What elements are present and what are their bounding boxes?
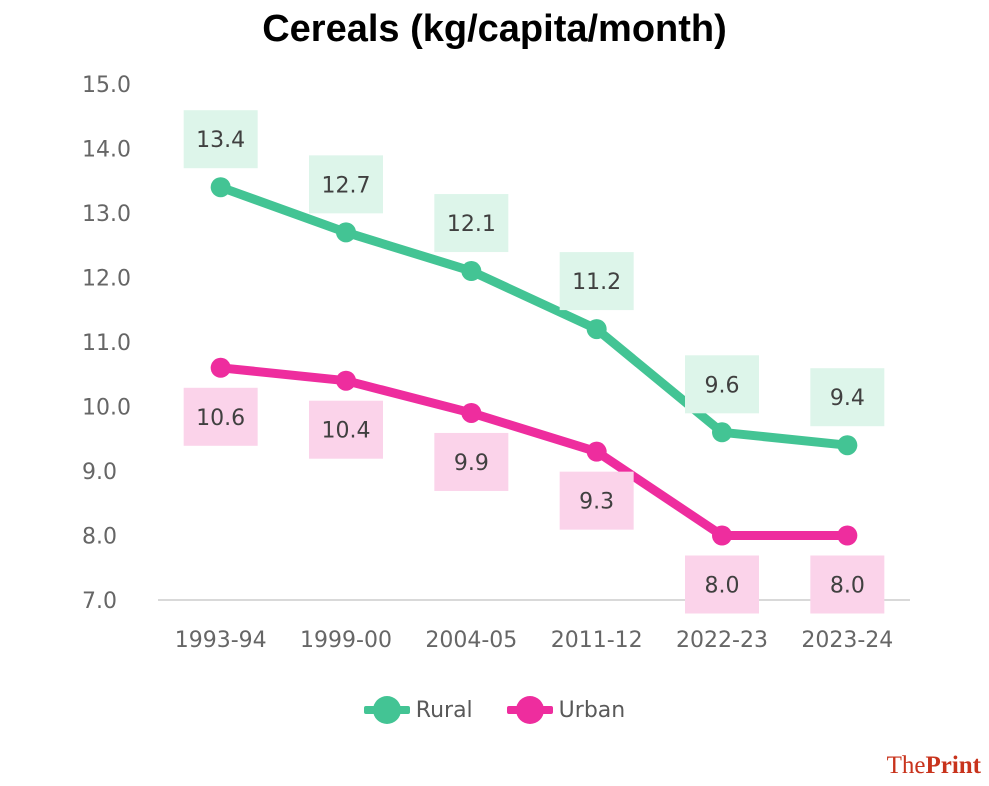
data-label-box — [183, 387, 258, 446]
rural-marker-icon — [363, 696, 410, 724]
data-point-rural[interactable] — [210, 177, 231, 198]
data-label-text: 13.4 — [196, 128, 245, 153]
data-label-box — [559, 471, 634, 530]
data-label-urban: 9.9 — [434, 432, 509, 491]
y-tick-label: 10.0 — [82, 396, 131, 421]
y-tick-label: 8.0 — [82, 525, 117, 550]
data-label-text: 11.2 — [572, 270, 621, 295]
legend-label-rural: Rural — [415, 697, 473, 723]
data-label-box — [810, 555, 885, 614]
data-label-urban: 8.0 — [810, 555, 885, 614]
legend-label-urban: Urban — [558, 697, 626, 723]
data-label-box — [183, 110, 258, 169]
data-label-text: 10.4 — [322, 419, 371, 444]
data-label-rural: 9.4 — [810, 368, 885, 427]
data-label-text: 10.6 — [196, 406, 245, 431]
data-label-text: 12.7 — [322, 173, 371, 198]
x-tick-label: 2023-24 — [801, 628, 893, 653]
data-point-rural[interactable] — [586, 319, 607, 340]
legend-item-rural[interactable]: Rural — [363, 696, 473, 724]
data-point-urban[interactable] — [210, 357, 231, 378]
x-tick-label: 1999-00 — [300, 628, 392, 653]
data-point-urban[interactable] — [336, 370, 356, 391]
data-label-box — [309, 155, 383, 214]
data-label-box — [685, 555, 759, 614]
y-tick-label: 12.0 — [82, 267, 131, 292]
legend-item-urban[interactable]: Urban — [506, 696, 626, 724]
data-label-text: 8.0 — [705, 574, 740, 599]
data-label-rural: 11.2 — [559, 252, 634, 311]
x-tick-label: 2011-12 — [551, 628, 643, 653]
legend-dot-rural — [372, 696, 401, 724]
series-line-rural — [216, 182, 852, 450]
y-tick-label: 7.0 — [82, 589, 117, 614]
brand-logo: ThePrint — [887, 752, 981, 780]
data-point-urban[interactable] — [837, 525, 858, 546]
legend-dot-urban — [515, 696, 544, 724]
data-label-text: 9.4 — [830, 386, 865, 411]
data-label-box — [810, 368, 885, 427]
data-label-text: 9.3 — [579, 490, 614, 515]
data-label-rural: 12.1 — [434, 194, 509, 253]
x-tick-label: 2022-23 — [676, 628, 768, 653]
data-label-urban: 10.4 — [309, 400, 383, 459]
data-point-urban[interactable] — [461, 402, 482, 423]
data-label-rural: 13.4 — [183, 110, 258, 169]
y-tick-label: 9.0 — [82, 460, 117, 485]
data-label-box — [434, 432, 509, 491]
data-point-urban[interactable] — [712, 525, 732, 546]
data-label-urban: 10.6 — [183, 387, 258, 446]
y-tick-label: 11.0 — [82, 331, 131, 356]
data-label-box — [685, 355, 759, 414]
urban-marker-icon — [506, 696, 553, 724]
legend: Rural Urban — [0, 696, 989, 724]
series-layer — [210, 177, 858, 546]
data-label-text: 9.6 — [705, 373, 740, 398]
series-line-urban — [216, 363, 852, 540]
data-point-rural[interactable] — [712, 422, 732, 443]
data-label-box — [309, 400, 383, 459]
brand-prefix: The — [886, 752, 926, 779]
data-label-rural: 12.7 — [309, 155, 383, 214]
data-point-rural[interactable] — [336, 222, 356, 243]
data-label-box — [434, 194, 509, 253]
data-label-text: 8.0 — [830, 574, 865, 599]
data-label-urban: 8.0 — [685, 555, 759, 614]
chart-title: Cereals (kg/capita/month) — [262, 8, 727, 50]
x-axis: 1993-94 1999-00 2004-05 2011-12 2022-23 2023-… — [158, 599, 910, 653]
data-label-text: 12.1 — [447, 212, 496, 237]
x-tick-label: 1993-94 — [175, 628, 267, 653]
y-axis: 7.0 8.0 9.0 10.0 11.0 12.0 13.0 14.0 15.0 — [82, 73, 131, 614]
data-label-rural: 9.6 — [685, 355, 759, 414]
data-label-box — [559, 252, 634, 311]
data-label-text: 9.9 — [454, 451, 489, 476]
brand-bold: Print — [925, 752, 981, 779]
y-tick-label: 14.0 — [82, 138, 131, 163]
y-tick-label: 15.0 — [82, 73, 131, 98]
data-label-urban: 9.3 — [559, 471, 634, 530]
data-point-urban[interactable] — [586, 441, 607, 462]
data-labels: 13.4 12.7 12.1 11.2 9.6 9.4 10.6 10.4 9.9 9.3 8.0 8… — [183, 110, 885, 614]
data-point-rural[interactable] — [461, 261, 482, 282]
x-tick-label: 2004-05 — [425, 628, 517, 653]
y-tick-label: 13.0 — [82, 202, 131, 227]
data-point-rural[interactable] — [837, 435, 858, 456]
